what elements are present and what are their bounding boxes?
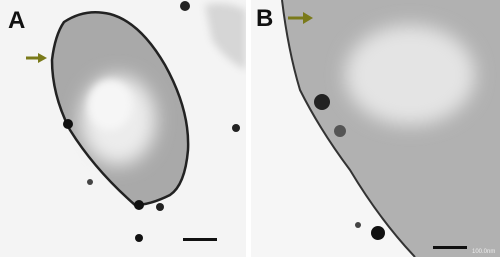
panel-label: B	[256, 5, 273, 32]
panel-b: 100.0nm B	[251, 0, 500, 257]
panel-label: A	[8, 7, 25, 34]
panel-a: A	[0, 0, 246, 257]
scale-bar-label: 100.0nm	[472, 249, 495, 255]
